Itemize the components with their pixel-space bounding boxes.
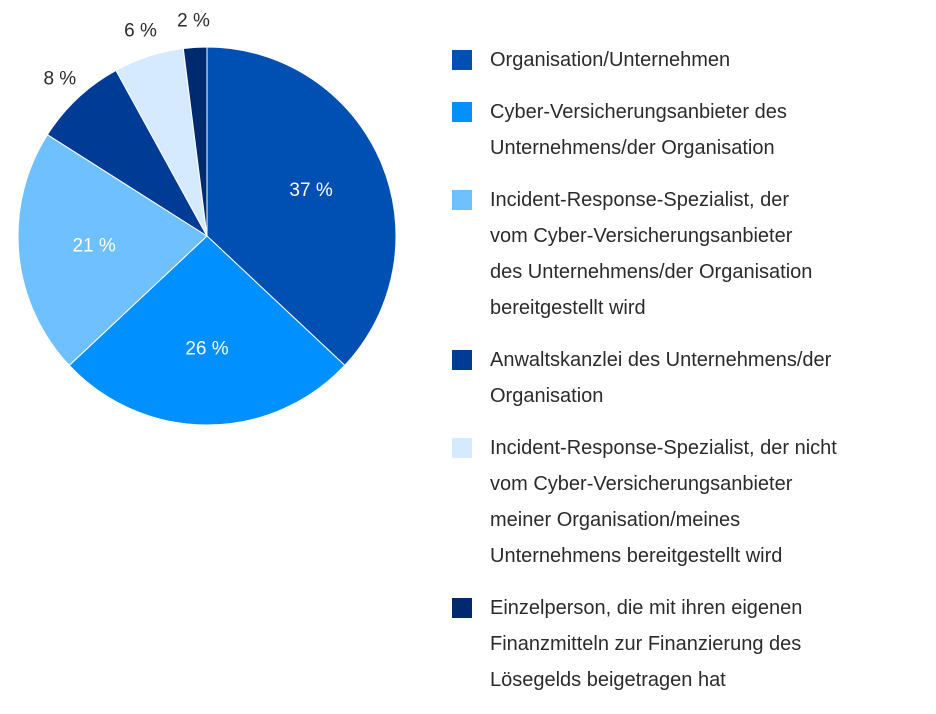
legend-item: Organisation/Unternehmen	[452, 42, 922, 78]
legend-label: Incident-Response-Spezialist, der vom Cy…	[490, 189, 813, 319]
pie-slice	[206, 46, 397, 367]
legend-swatch	[452, 350, 472, 370]
legend-label: Incident-Response-Spezialist, der nicht …	[490, 437, 837, 567]
legend-item: Cyber-Versicherungsanbieter des Unterneh…	[452, 94, 922, 166]
data-label: 26 %	[185, 338, 228, 359]
legend-item: Anwaltskanzlei des Unternehmens/der Orga…	[452, 342, 922, 414]
legend-swatch	[452, 102, 472, 122]
data-label: 2 %	[177, 10, 210, 31]
data-label: 21 %	[72, 236, 115, 257]
pie-chart: 37 % 26 % 21 % 8 % 6 % 2 %	[17, 10, 397, 426]
data-label: 8 %	[43, 68, 76, 89]
legend-swatch	[452, 438, 472, 458]
legend-label: Anwaltskanzlei des Unternehmens/der Orga…	[490, 349, 832, 407]
pie-slice	[68, 235, 346, 426]
page: {"chart_data": {"type": "pie", "categori…	[17, 10, 837, 691]
legend-item: Einzelperson, die mit ihren eigenen Fina…	[452, 590, 922, 698]
legend-item: Incident-Response-Spezialist, der vom Cy…	[452, 182, 922, 326]
legend-swatch	[452, 598, 472, 618]
pie-slice	[182, 46, 208, 237]
legend: Organisation/Unternehmen Cyber-Versicheru…	[452, 42, 922, 714]
legend-item: Incident-Response-Spezialist, der nicht …	[452, 430, 922, 574]
pie-slice	[46, 69, 208, 237]
pie-slice	[17, 134, 208, 367]
legend-label: Organisation/Unternehmen	[490, 49, 731, 71]
data-label: 6 %	[124, 21, 157, 42]
legend-label: Cyber-Versicherungsanbieter des Unterneh…	[490, 101, 787, 159]
legend-label: Einzelperson, die mit ihren eigenen Fina…	[490, 597, 803, 691]
data-label: 37 %	[289, 180, 332, 201]
legend-swatch	[452, 50, 472, 70]
legend-swatch	[452, 190, 472, 210]
